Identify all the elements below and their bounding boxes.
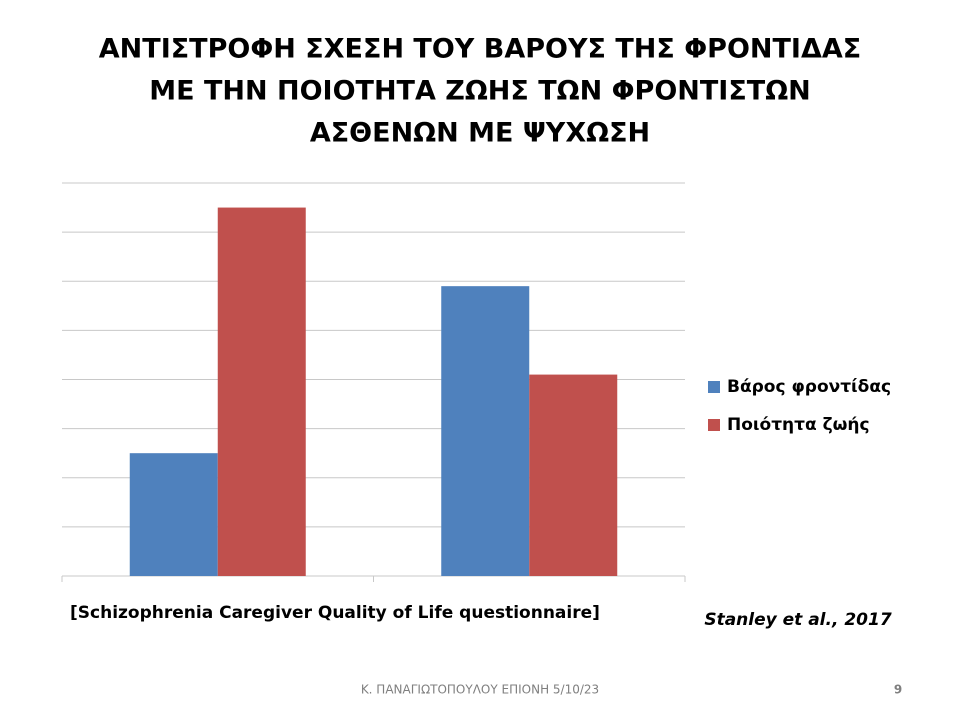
footer: Κ. ΠΑΝΑΓΙΩΤΟΠΟΥΛΟΥ ΕΠΙΟΝΗ 5/10/23 (361, 683, 599, 697)
note: [Schizophrenia Caregiver Quality of Life… (70, 603, 600, 623)
title-line: ΑΣΘΕΝΩΝ ΜΕ ΨΥΧΩΣΗ (310, 118, 650, 149)
legend-swatch (708, 419, 720, 431)
legend-label: Βάρος φροντίδας (727, 377, 891, 397)
bar (129, 453, 218, 576)
legend-swatch (708, 381, 720, 393)
bar (217, 207, 306, 576)
title-line: ΑΝΤΙΣΤΡΟΦΗ ΣΧΕΣΗ ΤΟΥ ΒΑΡΟΥΣ ΤΗΣ ΦΡΟΝΤΙΔΑ… (99, 34, 861, 65)
page-number: 9 (894, 683, 902, 697)
bar (529, 374, 618, 576)
source: Stanley et al., 2017 (704, 610, 891, 630)
bar (441, 286, 530, 576)
legend-label: Ποιότητα ζωής (727, 415, 870, 435)
title-line: ΜΕ ΤΗΝ ΠΟΙΟΤΗΤΑ ΖΩΗΣ ΤΩΝ ΦΡΟΝΤΙΣΤΩΝ (149, 76, 811, 107)
